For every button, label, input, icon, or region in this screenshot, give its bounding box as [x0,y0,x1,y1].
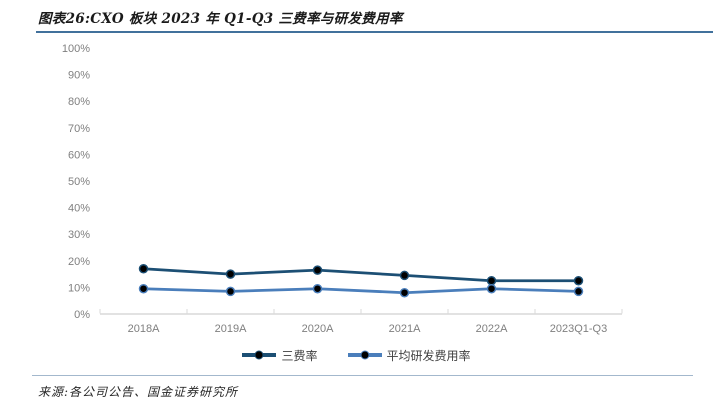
source-note: 来源:各公司公告、国金证券研究所 [38,385,239,399]
legend-line-dot-marker [242,350,277,360]
legend-dot-icon [254,350,264,360]
svg-text:80%: 80% [68,96,90,108]
title-underline [36,31,713,33]
svg-text:20%: 20% [68,256,90,268]
svg-text:2020A: 2020A [302,323,334,335]
svg-text:2023Q1-Q3: 2023Q1-Q3 [550,323,607,335]
figure-title: 图表26:CXO 板块 2023 年 Q1-Q3 三费率与研发费用率 [38,11,403,27]
svg-text:100%: 100% [62,43,90,55]
svg-text:60%: 60% [68,149,90,161]
svg-text:90%: 90% [68,70,90,82]
svg-text:70%: 70% [68,123,90,135]
svg-text:2022A: 2022A [476,323,508,335]
footer-separator [32,375,693,376]
legend-dot-icon [360,350,369,360]
line-chart-plot-area: 0% 10% 20% 30% 40% 50% 60% 70% 80% 90% 100% 2018A 20… [62,43,623,335]
chart-legend: 三费率 平均研发费用率 [0,346,713,364]
legend-item-expense-ratio: 三费率 [242,347,318,364]
svg-text:10%: 10% [68,282,90,294]
svg-text:50%: 50% [68,176,90,188]
legend-item-rd-expense-ratio: 平均研发费用率 [347,347,471,364]
svg-text:30%: 30% [68,229,90,241]
svg-text:2021A: 2021A [389,323,421,335]
svg-text:2018A: 2018A [128,323,160,335]
svg-text:0%: 0% [74,309,90,321]
legend-label: 三费率 [281,348,318,363]
svg-text:2019A: 2019A [215,323,247,335]
legend-label: 平均研发费用率 [386,348,471,363]
svg-text:40%: 40% [68,203,90,215]
legend-line-dot-marker [347,350,382,360]
